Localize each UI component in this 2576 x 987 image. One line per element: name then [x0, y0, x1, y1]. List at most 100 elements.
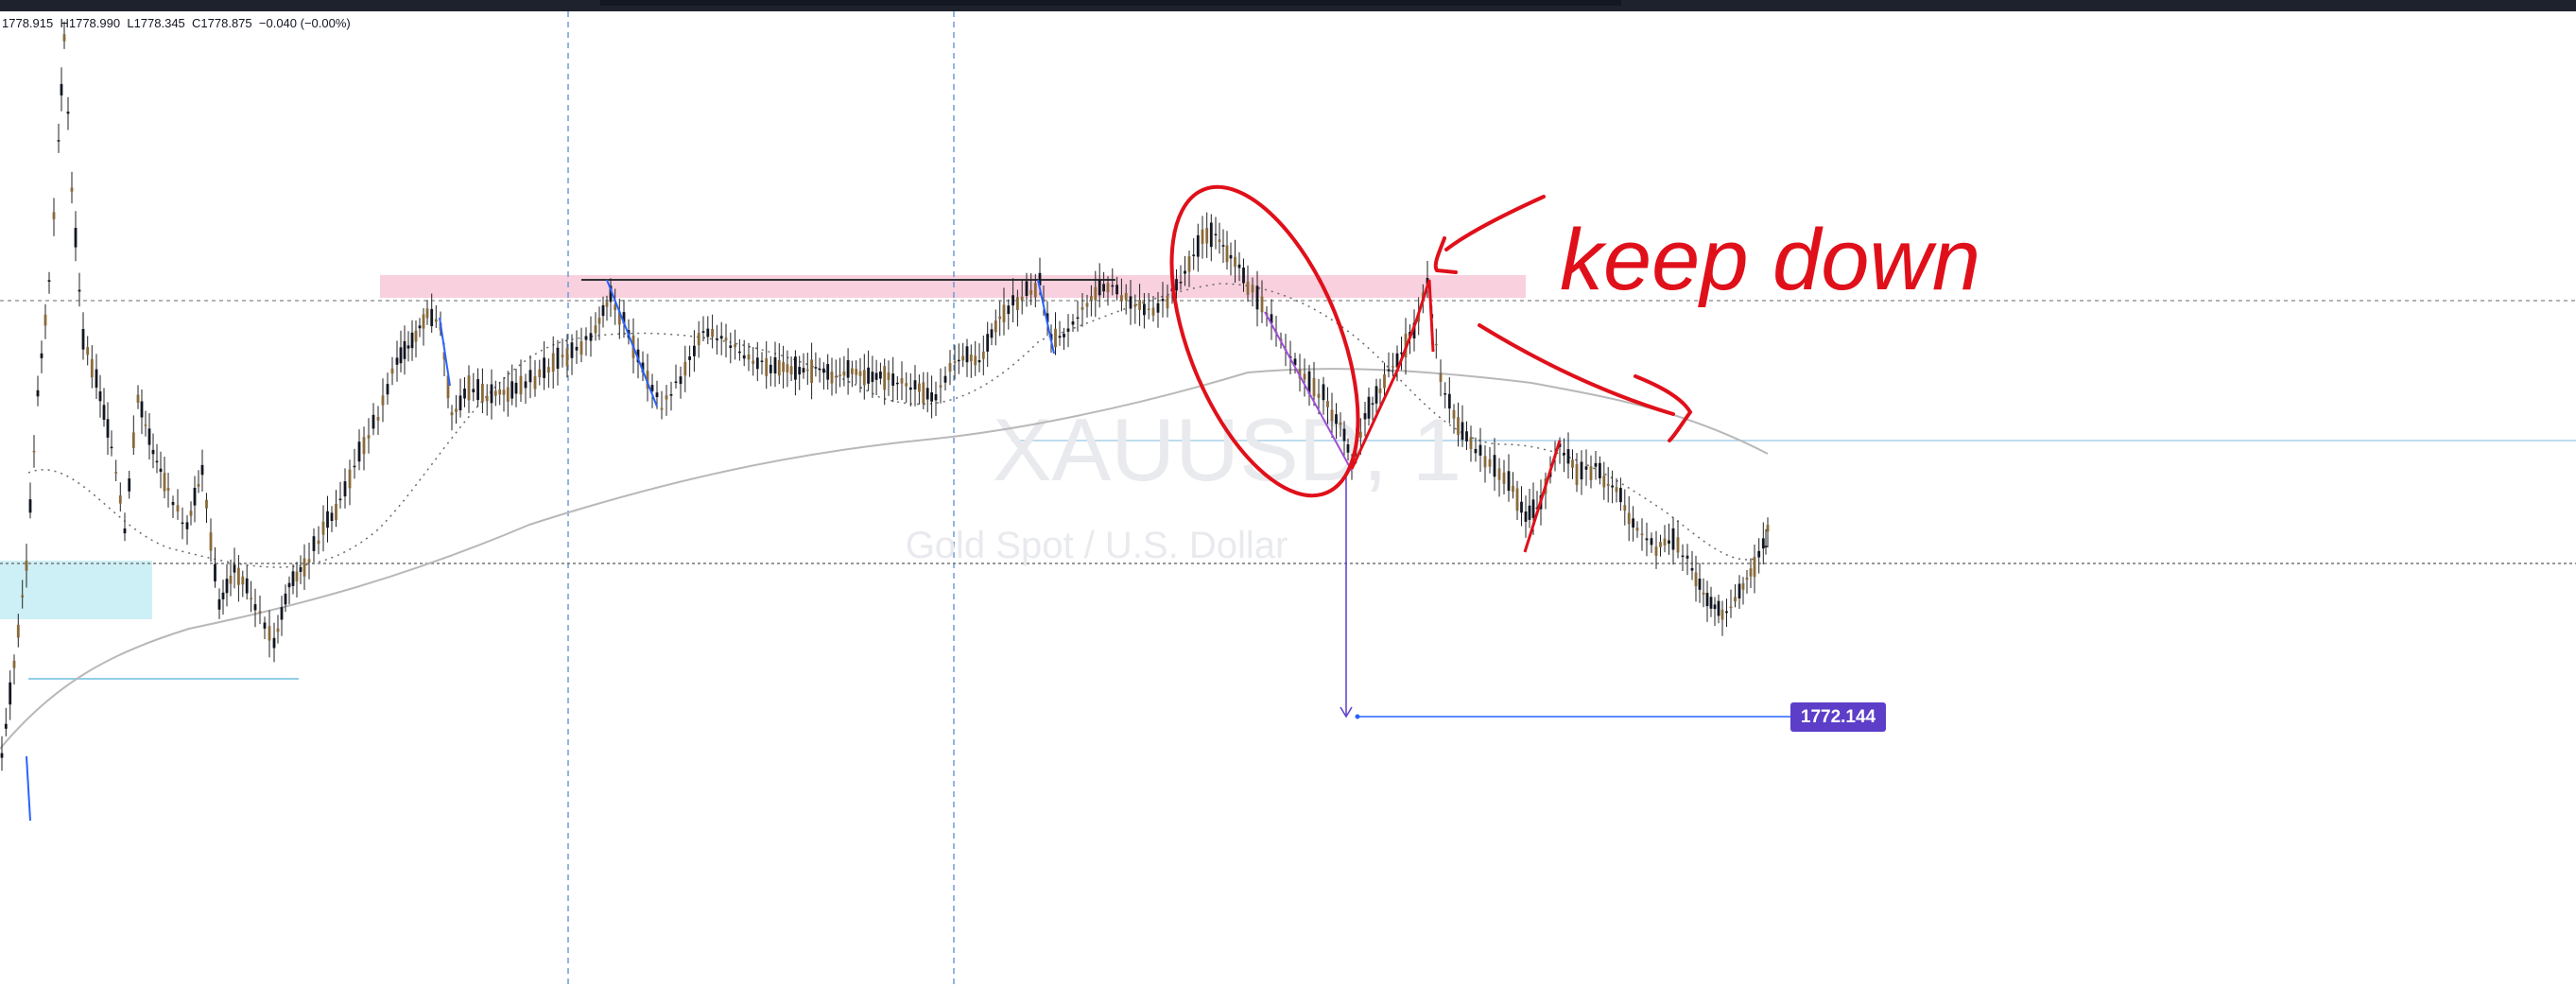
candle-body	[617, 311, 621, 325]
candle-body	[16, 624, 20, 638]
candle-body	[851, 368, 854, 374]
annotation-arrow-left[interactable]	[1433, 195, 1546, 274]
candle-body	[348, 469, 352, 489]
fall-line-purple[interactable]	[1264, 311, 1353, 472]
candle-body	[990, 329, 994, 338]
candle-body	[1251, 285, 1254, 293]
candle-body	[241, 576, 245, 585]
candle-body	[1175, 279, 1178, 291]
candle-body	[575, 346, 579, 351]
candle-body	[1520, 501, 1523, 513]
measure-endpoint[interactable]	[1355, 714, 1360, 719]
candle-body	[1042, 299, 1046, 302]
candle-body	[98, 391, 102, 402]
candle-body	[493, 390, 497, 396]
candle-body	[1085, 303, 1089, 307]
candle-body	[343, 481, 347, 497]
candle-body	[913, 380, 917, 390]
candle-body	[229, 575, 233, 584]
candle-body	[1524, 511, 1528, 522]
candle-body	[528, 370, 532, 383]
candle-body	[376, 417, 380, 421]
candle-body	[276, 628, 280, 632]
candle-body	[312, 536, 316, 551]
candle-body	[818, 368, 821, 371]
candle-body	[1645, 538, 1649, 541]
candle-body	[1383, 374, 1386, 389]
candle-body	[1102, 284, 1105, 292]
candle-body	[769, 364, 772, 373]
candle-body	[755, 357, 759, 370]
candle-body	[1229, 254, 1233, 259]
resistance-zone[interactable]	[380, 275, 1526, 298]
candle-body	[1115, 285, 1118, 295]
candle-body	[245, 578, 249, 594]
candle-body	[506, 387, 510, 402]
candle-body	[1528, 505, 1531, 520]
annotation-small-leg[interactable]	[1523, 440, 1562, 553]
trend-line-blue[interactable]	[26, 755, 31, 822]
candle-body	[734, 344, 736, 348]
candle-body	[1234, 256, 1236, 268]
candle-body	[660, 407, 664, 410]
candle-body	[1161, 299, 1165, 302]
ohlc-legend: 1778.915 H1778.990 L1778.345 C1778.875 −…	[2, 16, 351, 30]
candle-body	[225, 579, 229, 594]
moving-average-200[interactable]	[0, 368, 1769, 750]
candle-body	[891, 373, 895, 386]
candle-body	[4, 723, 8, 729]
watermark-description: Gold Spot / U.S. Dollar	[906, 525, 1288, 566]
candle-body	[1071, 321, 1075, 325]
trend-line-blue[interactable]	[439, 317, 451, 387]
candle-body	[237, 567, 240, 585]
candle-body	[697, 333, 700, 346]
annotation-circle[interactable]	[1133, 162, 1396, 522]
candle-body	[268, 626, 271, 641]
candle-body	[422, 314, 425, 329]
annotation-up-leg[interactable]	[1350, 320, 1418, 470]
candle-body	[1218, 239, 1221, 242]
candle-body	[1745, 578, 1749, 580]
candle-body	[253, 604, 257, 611]
candle-body	[747, 354, 751, 360]
measure-price-label[interactable]: 1772.144	[1790, 702, 1886, 732]
candle-body	[1623, 505, 1627, 511]
watermark-symbol: XAUUSD, 1	[993, 400, 1461, 499]
candlestick-series[interactable]	[0, 21, 1770, 771]
annotation-spike[interactable]	[1414, 279, 1435, 353]
candle-body	[1602, 476, 1606, 488]
candle-body	[1322, 384, 1325, 401]
annotation-arrow-right[interactable]	[1478, 323, 1693, 442]
candle-body	[1531, 499, 1535, 518]
candle-body	[1063, 334, 1065, 338]
candle-body	[159, 468, 163, 473]
candle-body	[21, 595, 25, 597]
moving-average-fast[interactable]	[27, 283, 1759, 568]
candle-body	[655, 392, 659, 397]
candle-body	[406, 345, 410, 349]
candle-body	[822, 368, 825, 373]
candle-body	[1663, 538, 1667, 545]
candle-body	[1358, 431, 1362, 438]
candle-body	[538, 369, 542, 378]
candle-body	[1156, 303, 1160, 313]
candle-body	[846, 360, 850, 378]
candle-body	[399, 347, 403, 364]
candle-body	[622, 312, 626, 324]
candle-body	[81, 329, 85, 350]
candle-body	[189, 511, 193, 516]
candle-body	[810, 359, 813, 384]
candle-body	[930, 392, 933, 402]
candle-body	[1081, 306, 1084, 310]
trend-line-blue[interactable]	[1037, 279, 1055, 355]
candle-body	[543, 357, 545, 378]
candle-body	[1371, 403, 1374, 405]
candle-body	[307, 559, 311, 563]
candle-body	[862, 370, 866, 386]
candle-body	[1270, 314, 1273, 323]
trend-line-blue[interactable]	[606, 279, 658, 407]
candle-body	[36, 390, 40, 397]
candle-body	[458, 395, 462, 410]
